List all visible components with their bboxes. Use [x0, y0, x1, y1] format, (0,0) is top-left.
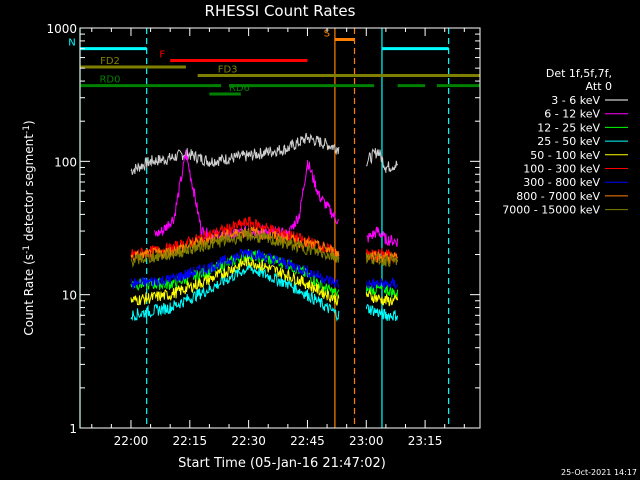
- legend-label: 25 - 50 keV: [537, 135, 600, 148]
- series-line: [365, 276, 399, 290]
- chart-title: RHESSI Count Rates: [205, 2, 356, 20]
- flag-bars-layer: N F S FD2 FD3 RD0 RD6: [68, 28, 480, 96]
- y-axis-label-main: Count Rate (s: [22, 254, 36, 336]
- series-line: [365, 252, 399, 268]
- series-line: [130, 261, 340, 322]
- legend-label: 6 - 12 keV: [544, 108, 600, 121]
- flag-bar-label: RD6: [229, 83, 250, 94]
- legend-label: 12 - 25 keV: [537, 121, 600, 134]
- x-tick-label: 23:00: [349, 434, 384, 448]
- x-tick-label: 22:15: [173, 434, 208, 448]
- series-line: [365, 289, 399, 307]
- series-line: [130, 248, 340, 289]
- legend-label: 7000 - 15000 keV: [502, 204, 600, 217]
- flag-bar-label: FD3: [218, 65, 238, 76]
- legend-header: Det 1f,5f,7f,: [546, 67, 612, 80]
- x-tick-label: 23:15: [408, 434, 443, 448]
- flag-bar-label: FD2: [100, 56, 120, 67]
- series-layer: [130, 132, 399, 322]
- y-axis-label: Count Rate (s-1 detector segment-1): [22, 120, 36, 335]
- y-tick-label: 100: [54, 155, 77, 169]
- x-tick-label: 22:30: [231, 434, 266, 448]
- flag-bar-label: RD0: [99, 75, 120, 86]
- series-line: [130, 254, 340, 306]
- flag-bar-label: F: [159, 50, 165, 61]
- axes-layer: 22:00 22:15 22:30 22:45 23:00 23:15 1 10 100 1000: [46, 22, 480, 448]
- series-line: [365, 303, 399, 322]
- legend-label: 800 - 7000 keV: [516, 190, 600, 203]
- y-tick-label: 10: [62, 289, 77, 303]
- series-line: [366, 148, 399, 173]
- series-line: [366, 226, 399, 248]
- x-tick-label: 22:00: [114, 434, 149, 448]
- series-line: [130, 226, 340, 263]
- series-line: [130, 228, 340, 268]
- legend-label: 300 - 800 keV: [523, 176, 600, 189]
- y-axis-label-exp2: -1: [22, 125, 32, 134]
- legend-label: 100 - 300 keV: [523, 163, 600, 176]
- y-tick-label: 1: [69, 422, 77, 436]
- legend-label: 50 - 100 keV: [530, 149, 600, 162]
- series-line: [130, 132, 340, 175]
- footer-timestamp: 25-Oct-2021 14:17: [561, 468, 637, 477]
- x-tick-label: 22:45: [290, 434, 325, 448]
- y-tick-label: 1000: [46, 22, 77, 36]
- y-axis-label-exp1: -1: [22, 245, 32, 254]
- legend-attenuator: Att 0: [586, 80, 612, 93]
- plot-frame: [79, 27, 481, 429]
- x-axis-label: Start Time (05-Jan-16 21:47:02): [178, 456, 386, 471]
- y-axis-label-end: ): [22, 120, 36, 125]
- y-axis-label-mid: detector segment: [22, 134, 36, 245]
- legend-label: 3 - 6 keV: [551, 94, 600, 107]
- flag-bar-label: N: [68, 38, 75, 49]
- flag-bar-label: S: [324, 28, 330, 39]
